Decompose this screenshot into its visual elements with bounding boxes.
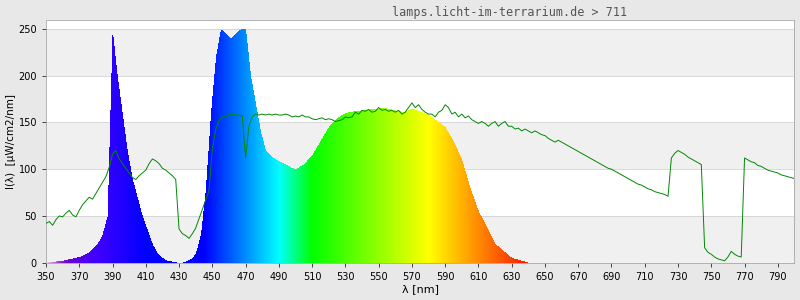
Bar [46, 216, 794, 262]
X-axis label: λ [nm]: λ [nm] [402, 284, 438, 294]
Bar [46, 76, 794, 122]
Bar [46, 122, 794, 169]
Title: lamps.licht-im-terrarium.de > 711: lamps.licht-im-terrarium.de > 711 [393, 6, 627, 19]
Bar [46, 169, 794, 216]
Y-axis label: I(λ)  [µW/cm2/nm]: I(λ) [µW/cm2/nm] [6, 94, 15, 189]
Bar [46, 29, 794, 76]
